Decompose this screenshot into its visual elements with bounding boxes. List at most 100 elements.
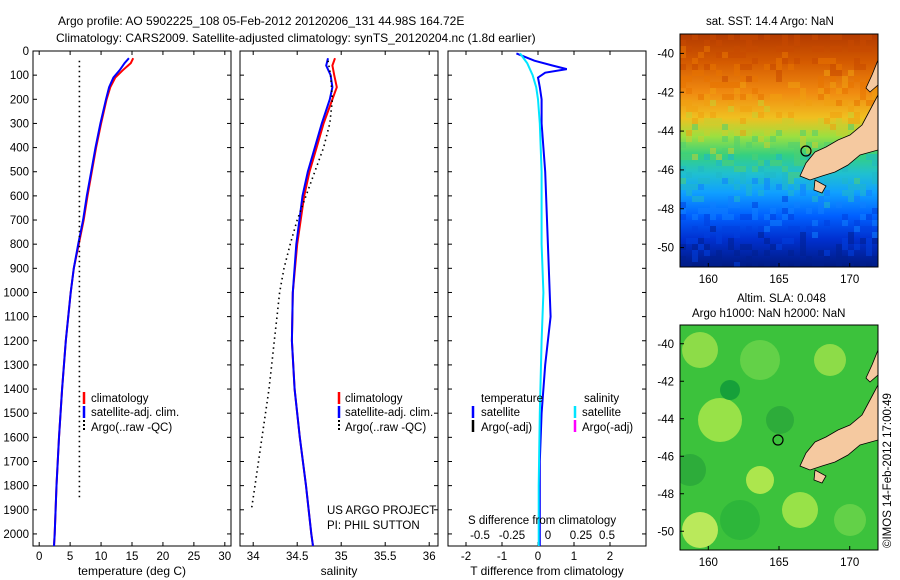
sst-cell — [788, 64, 794, 70]
sst-cell — [836, 100, 842, 106]
sst-cell — [794, 184, 800, 190]
sst-cell — [740, 82, 746, 88]
x-tick-label: 36 — [423, 551, 436, 563]
sst-cell — [848, 262, 854, 267]
sst-cell — [794, 262, 800, 267]
sst-cell — [824, 142, 830, 148]
salinity-axis-label: salinity — [321, 564, 358, 578]
sst-cell — [788, 178, 794, 184]
sst-cell — [812, 130, 818, 136]
sst-cell — [734, 196, 740, 202]
sst-cell — [758, 112, 764, 118]
x-tick-label: 5 — [67, 551, 73, 563]
sst-cell — [764, 262, 770, 267]
sst-cell — [728, 178, 734, 184]
sst-cell — [728, 34, 734, 40]
lon-tick-label: 170 — [840, 274, 859, 286]
sst-cell — [758, 136, 764, 142]
sst-cell — [818, 46, 824, 52]
sst-cell — [710, 148, 716, 154]
sst-cell — [752, 136, 758, 142]
sst-cell — [710, 100, 716, 106]
sst-cell — [836, 118, 842, 124]
sst-cell — [752, 34, 758, 40]
legend-label-satellite: satellite-adj. clim. — [91, 407, 179, 419]
sst-cell — [698, 184, 704, 190]
sst-cell — [764, 178, 770, 184]
sst-map-title: sat. SST: 14.4 Argo: NaN — [706, 16, 834, 28]
sst-cell — [818, 208, 824, 214]
sst-cell — [752, 214, 758, 220]
sst-cell — [746, 64, 752, 70]
sst-cell — [818, 124, 824, 130]
sst-cell — [788, 250, 794, 256]
sst-cell — [830, 112, 836, 118]
sst-map-panel: sat. SST: 14.4 Argo: NaN 160 165 170 -40-4… — [657, 16, 879, 286]
sst-cell — [716, 208, 722, 214]
sst-cell — [872, 160, 878, 166]
sst-cell — [836, 124, 842, 130]
sst-latitude-ticks: -40 -42 -44 -46 -48 -50 — [657, 48, 684, 255]
sst-cell — [830, 76, 836, 82]
sst-cell — [716, 160, 722, 166]
sst-cell — [848, 250, 854, 256]
sla-map-panel: Altim. SLA: 0.048 Argo h1000: NaN h2000:… — [657, 293, 879, 569]
sla-anomaly-patch — [720, 500, 760, 540]
sst-cell — [758, 160, 764, 166]
sst-cell — [842, 100, 848, 106]
sst-cell — [818, 58, 824, 64]
sst-cell — [854, 220, 860, 226]
sst-cell — [830, 82, 836, 88]
sst-cell — [824, 94, 830, 100]
sst-cell — [722, 124, 728, 130]
sst-cell — [812, 142, 818, 148]
sst-cell — [842, 190, 848, 196]
sst-cell — [740, 34, 746, 40]
x-tick-label: 15 — [126, 551, 139, 563]
sst-cell — [776, 112, 782, 118]
sst-cell — [752, 208, 758, 214]
sst-cell — [824, 118, 830, 124]
sst-cell — [872, 232, 878, 238]
sst-cell — [692, 226, 698, 232]
sst-cell — [722, 136, 728, 142]
x-tick-label: 35.5 — [374, 551, 396, 563]
lon-tick-label: 165 — [769, 274, 788, 286]
sst-cell — [722, 214, 728, 220]
depth-tick-label: 1700 — [3, 456, 29, 468]
sst-cell — [794, 160, 800, 166]
depth-tick-label: 300 — [10, 118, 29, 130]
sst-cell — [794, 154, 800, 160]
sst-cell — [770, 64, 776, 70]
sst-cell — [680, 208, 686, 214]
sst-cell — [680, 40, 686, 46]
legend-label-temp-satellite: satellite — [481, 407, 520, 419]
x-tick-label: 35 — [335, 551, 348, 563]
legend-title-temperature: temperature — [481, 393, 543, 405]
sst-cell — [734, 232, 740, 238]
sst-cell — [704, 94, 710, 100]
sst-cell — [764, 184, 770, 190]
sst-cell — [680, 214, 686, 220]
series-line-1 — [516, 52, 568, 546]
sst-cell — [860, 238, 866, 244]
sst-cell — [734, 82, 740, 88]
sst-cell — [836, 262, 842, 267]
sst-cell — [860, 40, 866, 46]
sst-cell — [872, 94, 878, 100]
sst-cell — [710, 34, 716, 40]
sst-cell — [872, 238, 878, 244]
sst-cell — [680, 178, 686, 184]
sst-cell — [710, 256, 716, 262]
sst-cell — [728, 160, 734, 166]
sst-cell — [722, 94, 728, 100]
salinity-axis-ticks: 34 34.5 35 35.5 36 — [247, 51, 436, 563]
sst-cell — [710, 82, 716, 88]
sst-cell — [758, 94, 764, 100]
sst-cell — [740, 178, 746, 184]
legend-label-climatology: climatology — [345, 393, 403, 405]
sst-cell — [806, 142, 812, 148]
sst-cell — [848, 124, 854, 130]
sst-cell — [866, 100, 872, 106]
depth-tick-label: 0 — [23, 46, 29, 58]
